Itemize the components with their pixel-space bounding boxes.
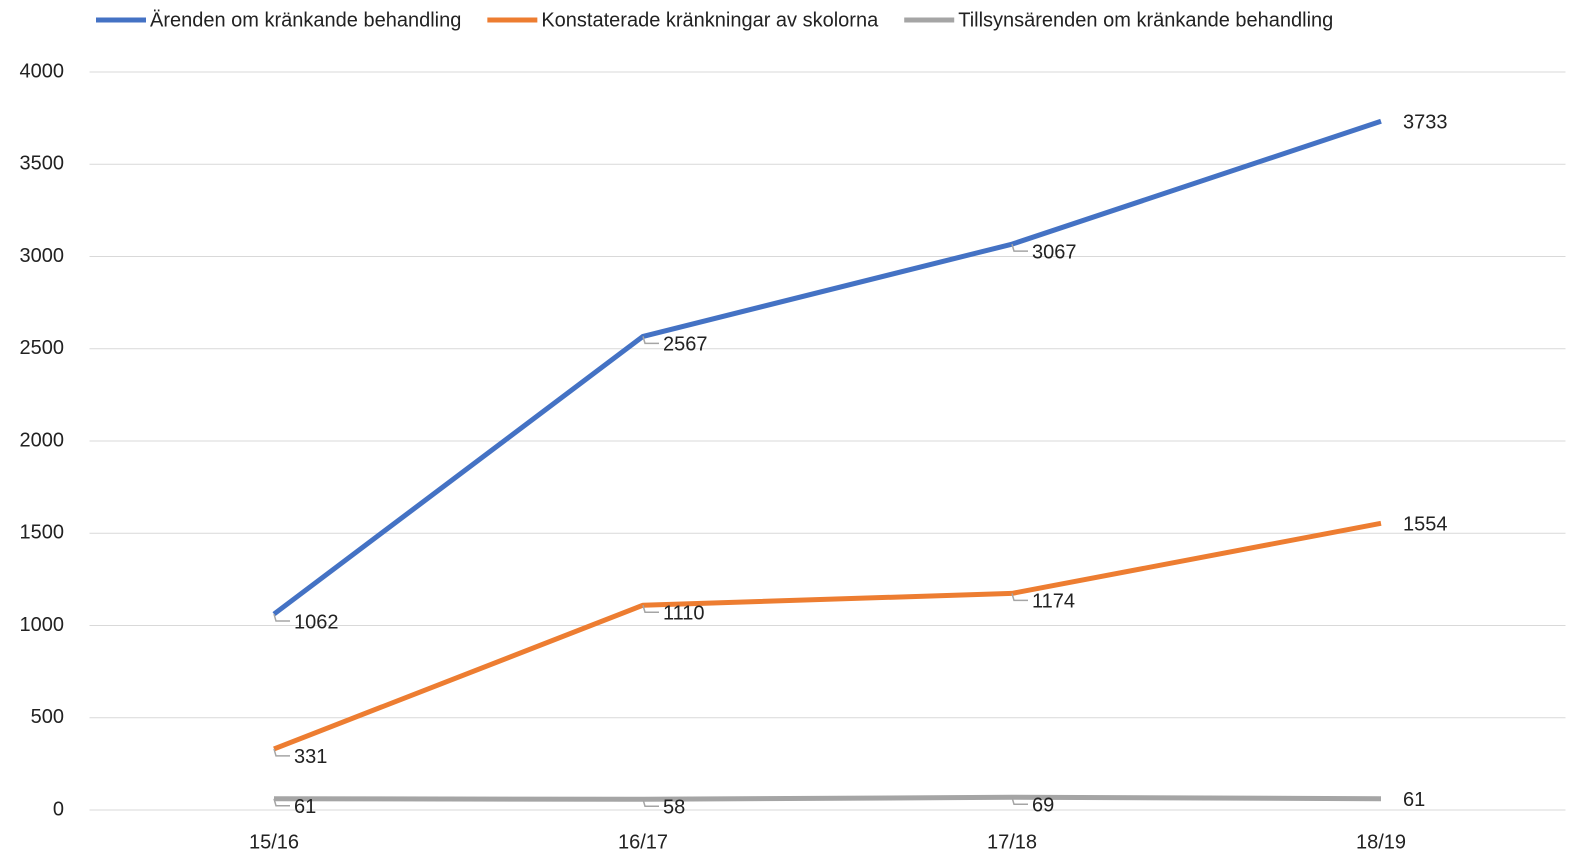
data-label: 69 bbox=[1032, 795, 1054, 817]
leader-line bbox=[642, 336, 659, 345]
leader-line bbox=[642, 604, 659, 613]
y-tick-label: 1000 bbox=[20, 614, 65, 636]
data-label: 1554 bbox=[1403, 514, 1448, 536]
y-tick-label: 2000 bbox=[20, 429, 65, 451]
leader-line bbox=[642, 799, 659, 808]
data-label: 58 bbox=[663, 797, 685, 819]
x-tick-label: 15/16 bbox=[249, 831, 299, 853]
legend-label: Ärenden om kränkande behandling bbox=[150, 9, 461, 31]
y-tick-label: 3000 bbox=[20, 245, 65, 267]
data-label: 61 bbox=[294, 796, 316, 818]
series-line bbox=[272, 118, 1382, 617]
data-label: 331 bbox=[294, 746, 327, 768]
leader-line bbox=[273, 613, 290, 622]
y-tick-label: 4000 bbox=[20, 60, 65, 82]
y-tick-label: 1500 bbox=[20, 522, 65, 544]
data-label: 1110 bbox=[663, 602, 705, 624]
series-line bbox=[273, 794, 1382, 802]
data-label: 3067 bbox=[1032, 241, 1077, 263]
leader-line bbox=[1011, 593, 1028, 602]
leader-line bbox=[273, 798, 290, 807]
leader-line bbox=[273, 748, 290, 757]
data-label: 61 bbox=[1403, 789, 1425, 811]
data-label: 1062 bbox=[294, 611, 339, 633]
data-label: 1174 bbox=[1032, 591, 1075, 613]
x-tick-label: 18/19 bbox=[1356, 831, 1406, 853]
data-label: 3733 bbox=[1403, 112, 1448, 134]
y-tick-label: 3500 bbox=[20, 153, 65, 175]
leader-line bbox=[1011, 243, 1028, 252]
leader-line bbox=[1011, 797, 1028, 806]
x-tick-label: 16/17 bbox=[618, 831, 668, 853]
data-label: 2567 bbox=[663, 334, 708, 356]
y-tick-label: 2500 bbox=[20, 337, 65, 359]
y-tick-label: 0 bbox=[53, 798, 64, 820]
y-tick-label: 500 bbox=[31, 706, 64, 728]
legend-label: Tillsynsärenden om kränkande behandling bbox=[958, 9, 1333, 31]
series-line bbox=[273, 520, 1382, 752]
legend-label: Konstaterade kränkningar av skolorna bbox=[541, 9, 879, 31]
x-tick-label: 17/18 bbox=[987, 831, 1037, 853]
